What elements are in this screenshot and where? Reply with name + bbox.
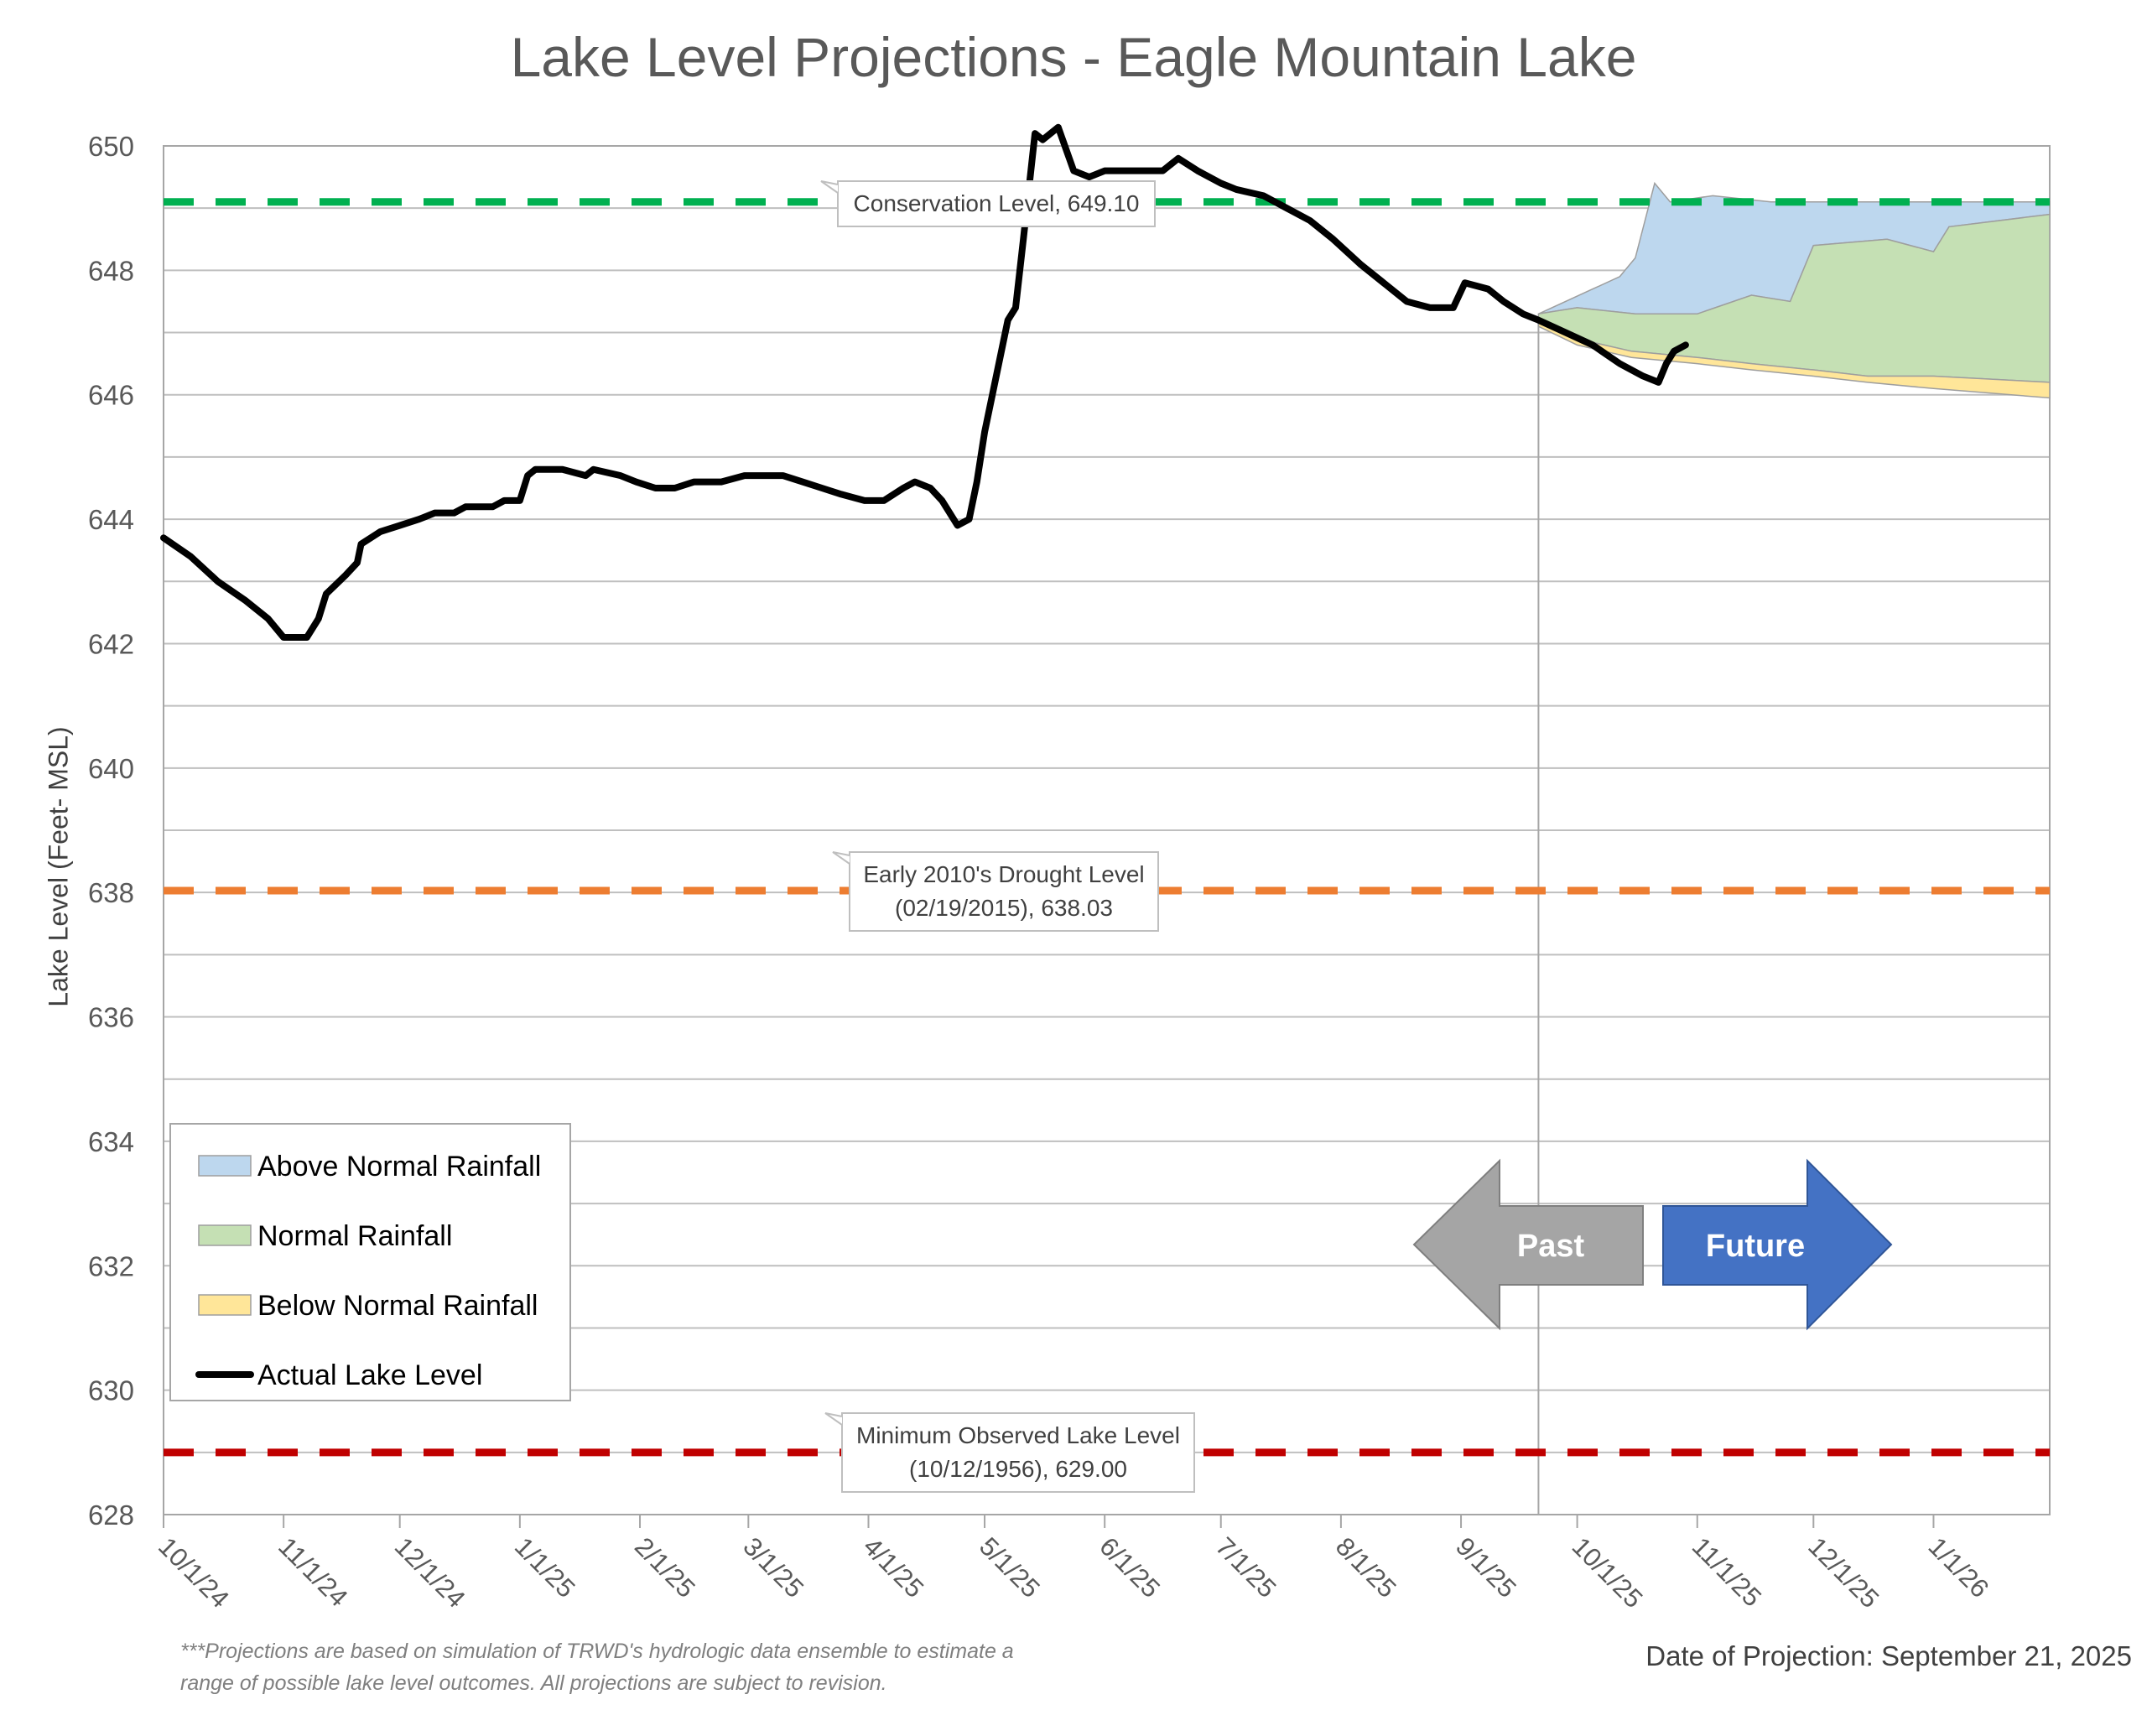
- y-tick-label: 644: [88, 504, 134, 535]
- x-tick-label: 1/1/25: [509, 1531, 581, 1603]
- chart-title: Lake Level Projections - Eagle Mountain …: [510, 26, 1637, 88]
- x-tick-label: 3/1/25: [737, 1531, 809, 1603]
- past-label: Past: [1517, 1229, 1585, 1264]
- legend-swatch-2: [198, 1294, 252, 1316]
- legend: Above Normal Rainfall Normal Rainfall Belo…: [169, 1123, 571, 1401]
- past-future-arrows: Past Future: [1412, 1158, 1893, 1331]
- y-axis-label-text: Lake Level (Feet- MSL): [43, 726, 74, 1007]
- x-tick-label: 5/1/25: [974, 1531, 1046, 1603]
- legend-entry: Above Normal Rainfall: [257, 1151, 541, 1182]
- y-tick-label: 638: [88, 877, 134, 908]
- legend-entry: Actual Lake Level: [257, 1359, 482, 1391]
- minimum-label-pointer: [824, 1412, 843, 1426]
- conservation-label-pointer: [820, 180, 839, 194]
- y-axis-label: Lake Level (Feet- MSL): [44, 582, 75, 1152]
- conservation-label-box: [837, 180, 1156, 227]
- past-arrow: [1412, 1158, 1644, 1331]
- minimum-label-text: (10/12/1956), 629.00: [909, 1456, 1127, 1482]
- actual-lake-level-layer: [160, 123, 1689, 642]
- footnote-line-2: range of possible lake level outcomes. A…: [180, 1671, 887, 1695]
- x-tick-label: 10/1/24: [153, 1531, 235, 1614]
- legend-swatch-1: [198, 1224, 252, 1246]
- projection-bands: [1537, 181, 2051, 399]
- y-tick-label: 636: [88, 1002, 134, 1033]
- y-tick-label: 648: [88, 255, 134, 286]
- projection-date: Date of Projection: September 21, 2025: [1645, 1640, 2132, 1671]
- footnote: ***Projections are based on simulation o…: [180, 1635, 1187, 1699]
- x-tick-label: 8/1/25: [1330, 1531, 1402, 1603]
- minimum-label-box: [841, 1412, 1195, 1493]
- plot-frame: [163, 145, 2051, 1515]
- legend-entry: Normal Rainfall: [257, 1220, 452, 1252]
- band-below-normal-rainfall: [1537, 319, 2051, 399]
- drought-label-text: (02/19/2015), 638.03: [895, 895, 1113, 921]
- drought-label-pointer: [832, 851, 850, 865]
- y-tick-label: 646: [88, 380, 134, 411]
- conservation-label-text: Conservation Level, 649.10: [854, 190, 1140, 216]
- legend-swatch-0: [198, 1155, 252, 1177]
- y-tick-label: 632: [88, 1250, 134, 1281]
- drought-label-box: [849, 851, 1159, 932]
- x-tick-label: 4/1/25: [858, 1531, 930, 1603]
- y-tick-label: 640: [88, 753, 134, 784]
- future-arrow: [1662, 1158, 1893, 1331]
- drought-label-text: Early 2010's Drought Level: [863, 861, 1144, 887]
- legend-entry: Below Normal Rainfall: [257, 1290, 538, 1322]
- future-label: Future: [1706, 1229, 1805, 1264]
- y-tick-label: 634: [88, 1126, 134, 1157]
- actual-lake-level-line: [160, 123, 1689, 642]
- reference-labels: Conservation Level, 649.10 Early 2010's D…: [820, 180, 1195, 1493]
- y-tick-label: 650: [88, 131, 134, 162]
- y-tick-label: 642: [88, 628, 134, 659]
- x-tick-label: 9/1/25: [1450, 1531, 1522, 1603]
- x-tick-label: 11/1/25: [1687, 1531, 1767, 1612]
- minimum-label-text: Minimum Observed Lake Level: [856, 1422, 1180, 1448]
- x-tick-label: 7/1/25: [1210, 1531, 1282, 1603]
- footnote-line-1: ***Projections are based on simulation o…: [180, 1640, 1014, 1663]
- x-tick-label: 1/1/26: [1923, 1531, 1995, 1603]
- x-tick-label: 2/1/25: [629, 1531, 701, 1603]
- x-tick-label: 12/1/24: [389, 1531, 471, 1614]
- x-tick-label: 6/1/25: [1094, 1531, 1166, 1603]
- y-tick-label: 630: [88, 1375, 134, 1406]
- x-tick-label: 12/1/25: [1802, 1531, 1884, 1614]
- y-tick-label: 628: [88, 1500, 134, 1531]
- x-tick-label: 11/1/24: [273, 1531, 353, 1612]
- x-tick-label: 10/1/25: [1567, 1531, 1649, 1614]
